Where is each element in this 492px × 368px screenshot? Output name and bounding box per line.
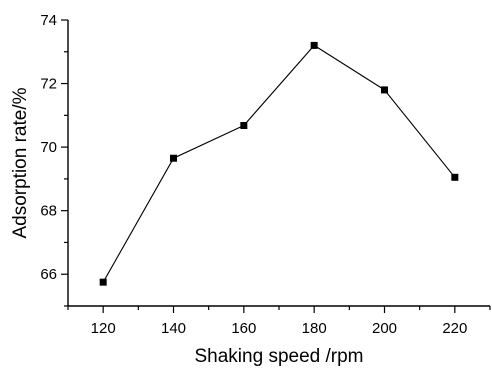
x-axis-title: Shaking speed /rpm	[195, 346, 364, 367]
x-tick-label: 200	[372, 320, 397, 337]
x-tick-label: 180	[302, 320, 327, 337]
x-tick-label: 160	[231, 320, 256, 337]
data-point-marker	[170, 154, 177, 162]
x-tick-label: 140	[161, 320, 186, 337]
y-tick-label: 72	[40, 76, 57, 93]
x-tick-label: 220	[442, 320, 467, 337]
data-point-marker	[451, 173, 459, 181]
series-line	[102, 44, 456, 283]
y-tick-label: 68	[40, 203, 57, 220]
data-point-marker	[381, 86, 388, 94]
y-tick-label: 70	[40, 139, 57, 156]
y-tick-label: 74	[40, 12, 57, 29]
data-point-marker	[240, 122, 248, 130]
y-tick-label: 66	[40, 266, 57, 283]
x-tick-label: 120	[91, 320, 116, 337]
data-point-marker	[310, 41, 318, 49]
y-axis-title: Adsorption rate/%	[10, 87, 31, 238]
data-point-marker	[99, 278, 107, 286]
